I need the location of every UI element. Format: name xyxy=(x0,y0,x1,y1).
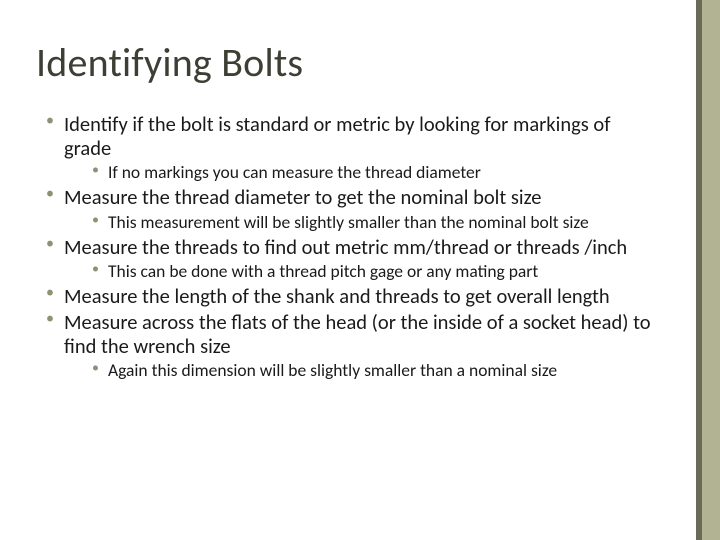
bullet-text: Measure across the flats of the head (or… xyxy=(64,309,651,359)
list-item: Measure the threads to find out metric m… xyxy=(36,235,660,282)
bullet-text: If no markings you can measure the threa… xyxy=(108,161,481,183)
list-item: This can be done with a thread pitch gag… xyxy=(64,261,660,282)
slide-title: Identifying Bolts xyxy=(36,42,660,84)
bullet-text: This measurement will be slightly smalle… xyxy=(108,211,589,233)
bullet-text: Measure the threads to find out metric m… xyxy=(64,234,627,260)
sub-list: Again this dimension will be slightly sm… xyxy=(64,360,660,381)
bullet-text: Measure the thread diameter to get the n… xyxy=(64,184,541,210)
list-item: Measure the thread diameter to get the n… xyxy=(36,185,660,232)
bullet-list: Identify if the bolt is standard or metr… xyxy=(36,112,660,381)
list-item: Measure the length of the shank and thre… xyxy=(36,284,660,308)
list-item: If no markings you can measure the threa… xyxy=(64,162,660,183)
slide-body: Identifying Bolts Identify if the bolt i… xyxy=(0,0,696,540)
sub-list: This can be done with a thread pitch gag… xyxy=(64,261,660,282)
bullet-text: Measure the length of the shank and thre… xyxy=(64,283,610,309)
list-item: Measure across the flats of the head (or… xyxy=(36,310,660,381)
sub-list: If no markings you can measure the threa… xyxy=(64,162,660,183)
list-item: This measurement will be slightly smalle… xyxy=(64,212,660,233)
list-item: Identify if the bolt is standard or metr… xyxy=(36,112,660,183)
bullet-text: Again this dimension will be slightly sm… xyxy=(108,359,557,381)
side-accent-dark-stripe xyxy=(696,0,702,540)
list-item: Again this dimension will be slightly sm… xyxy=(64,360,660,381)
side-accent-bar xyxy=(696,0,720,540)
sub-list: This measurement will be slightly smalle… xyxy=(64,212,660,233)
bullet-text: This can be done with a thread pitch gag… xyxy=(108,260,538,282)
bullet-text: Identify if the bolt is standard or metr… xyxy=(64,111,610,161)
